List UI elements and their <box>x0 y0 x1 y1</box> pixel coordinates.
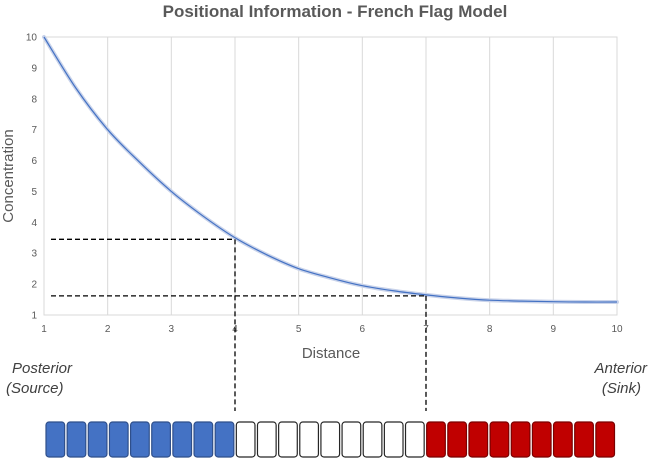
cell <box>87 421 108 458</box>
x-tick-label: 5 <box>296 324 302 335</box>
cell <box>341 421 362 458</box>
x-tick-label: 3 <box>169 324 175 335</box>
plot-area: 1234567891012345678910 <box>26 33 623 411</box>
cell <box>278 421 298 458</box>
cell <box>108 421 129 458</box>
y-tick-label: 8 <box>31 94 37 105</box>
x-tick-label: 6 <box>360 324 366 335</box>
y-tick-label: 5 <box>31 187 37 198</box>
x-tick-label: 9 <box>551 324 557 335</box>
chart-title: Positional Information - French Flag Mod… <box>163 2 508 21</box>
x-tick-label: 10 <box>611 324 623 335</box>
cell <box>320 421 341 458</box>
source-label: (Source) <box>6 380 64 397</box>
cell <box>299 421 320 458</box>
cell <box>404 421 425 458</box>
y-tick-label: 6 <box>31 156 37 167</box>
cell <box>383 421 404 458</box>
x-tick-label: 2 <box>105 324 111 335</box>
y-tick-label: 7 <box>31 125 37 136</box>
y-tick-label: 10 <box>26 33 38 44</box>
y-tick-label: 3 <box>31 249 37 260</box>
y-tick-label: 4 <box>31 218 37 229</box>
cell <box>66 421 87 458</box>
cell <box>468 421 489 458</box>
y-tick-label: 9 <box>31 63 37 74</box>
cell <box>129 421 150 458</box>
cell <box>510 421 531 458</box>
cell <box>574 421 594 458</box>
cell <box>256 421 277 458</box>
sink-label: (Sink) <box>602 380 641 397</box>
cell <box>531 421 552 458</box>
cell <box>489 421 510 458</box>
gradient-curve <box>43 36 618 303</box>
cell <box>151 421 171 458</box>
cell <box>214 421 235 458</box>
y-tick-label: 2 <box>31 280 37 291</box>
cell <box>45 421 66 458</box>
y-tick-label: 1 <box>31 311 37 322</box>
gradient-curve-shadow <box>42 35 619 305</box>
cell <box>172 421 193 458</box>
x-tick-label: 8 <box>487 324 493 335</box>
y-axis-label: Concentration <box>0 129 17 222</box>
posterior-label: Posterior <box>12 360 73 377</box>
cell <box>362 421 383 458</box>
cell <box>447 421 468 458</box>
cell <box>193 421 214 458</box>
cell <box>235 421 256 458</box>
x-tick-label: 1 <box>41 324 47 335</box>
plot-frame <box>43 36 618 316</box>
x-axis-label: Distance <box>302 345 360 362</box>
cell-row <box>45 421 616 458</box>
cell <box>595 421 616 458</box>
cell <box>426 421 446 458</box>
anterior-label: Anterior <box>593 360 648 377</box>
cell <box>552 421 573 458</box>
